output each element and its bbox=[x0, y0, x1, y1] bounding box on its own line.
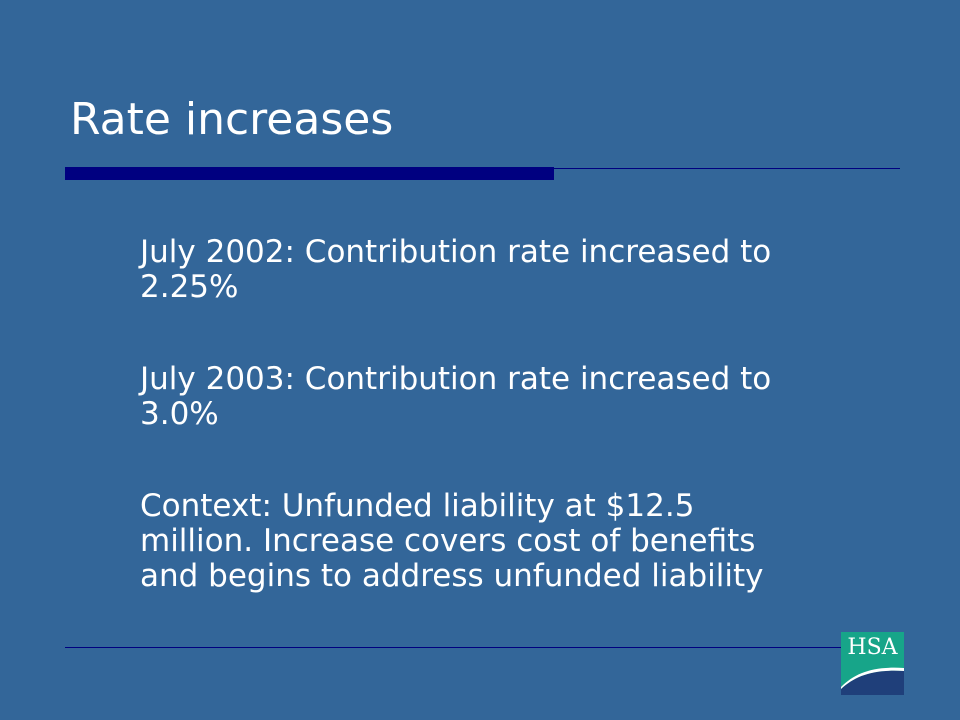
title-rule bbox=[554, 168, 900, 169]
bullet-item: July 2003: Contribution rate increased t… bbox=[140, 361, 772, 432]
footer-rule bbox=[65, 647, 841, 648]
bullet-item: Context: Unfunded liability at $12.5 mil… bbox=[140, 488, 764, 594]
bullet-list: July 2002: Contribution rate increased t… bbox=[140, 235, 880, 651]
hsa-wave-logo-icon bbox=[841, 667, 904, 695]
hsa-logo-text: HSA bbox=[847, 635, 898, 660]
title-accent-bar bbox=[65, 167, 554, 180]
hsa-logo: HSA bbox=[841, 632, 904, 695]
bullet-item: July 2002: Contribution rate increased t… bbox=[140, 234, 772, 305]
slide-title: Rate increases bbox=[70, 94, 394, 145]
